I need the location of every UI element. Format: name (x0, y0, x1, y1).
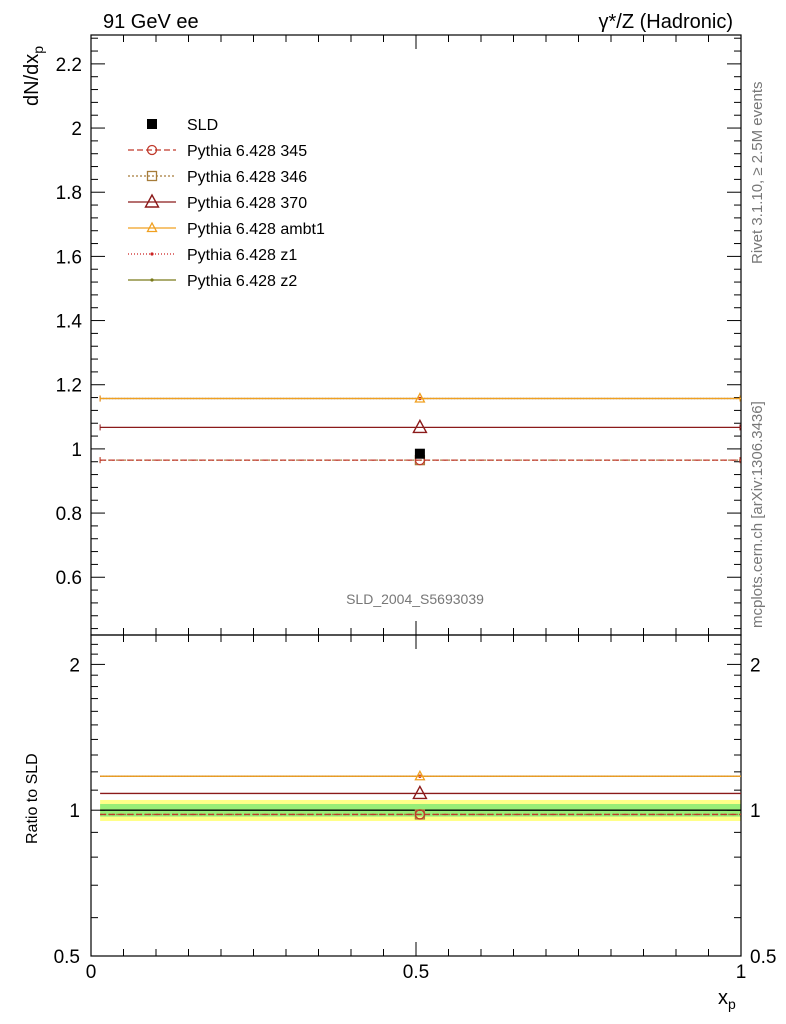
main-y-axis-label-text: dN/dx (21, 54, 43, 106)
x-tick-label: 1 (736, 962, 747, 983)
legend-label: Pythia 6.428 z2 (187, 273, 297, 290)
ratio-panel-frame (90, 634, 742, 957)
ratio-series-marker (414, 769, 426, 781)
legend: SLD Pythia 6.428 345 Pythia 6.428 346 Pythi… (128, 117, 325, 290)
legend-label: Pythia 6.428 z1 (187, 247, 297, 264)
main-panel: 0.6 0.8 1 1.2 1.4 1.6 1.8 2 2.2 SLD_2004_S569303… (21, 34, 742, 636)
x-axis-label-text: x (718, 987, 728, 1009)
legend-label: Pythia 6.428 345 (187, 143, 307, 160)
legend-label: SLD (187, 117, 218, 134)
main-y-ticks (91, 37, 741, 630)
ratio-series-marker (414, 809, 426, 820)
ratio-panel: 0.5 0.51 12 2 0 0.5 1 Ratio to SLD xp (24, 35, 776, 1012)
ratio-y-tick-label: 0.5 (54, 947, 80, 968)
header-right-label: γ*/Z (Hadronic) (599, 11, 733, 33)
main-y-tick-labels: 0.6 0.8 1 1.2 1.4 1.6 1.8 2 2.2 (56, 55, 83, 589)
legend-label: Pythia 6.428 ambt1 (187, 221, 325, 238)
legend-label: Pythia 6.428 370 (187, 195, 307, 212)
x-axis-label-subscript: p (728, 996, 736, 1012)
main-y-tick-label: 2.2 (56, 55, 82, 76)
legend-marker (146, 221, 158, 233)
rivet-version-label: Rivet 3.1.10, ≥ 2.5M events (749, 82, 766, 265)
main-y-tick-label: 0.8 (56, 504, 82, 525)
legend-label: Pythia 6.428 346 (187, 169, 307, 186)
ratio-y-tick-label-right: 0.5 (750, 947, 776, 968)
data-point-sld (414, 448, 425, 459)
legend-marker (144, 193, 160, 208)
ratio-y-tick-label: 2 (69, 655, 80, 676)
ratio-series-layer (100, 769, 741, 820)
header-left-label: 91 GeV ee (103, 11, 199, 33)
x-tick-label: 0 (86, 962, 97, 983)
main-y-tick-label: 1.4 (56, 312, 83, 333)
main-y-tick-label: 1.6 (56, 247, 82, 268)
x-tick-label: 0.5 (403, 962, 429, 983)
legend-marker (150, 278, 154, 282)
ratio-series-marker (412, 784, 428, 800)
main-y-tick-label: 0.6 (56, 568, 82, 589)
analysis-watermark: SLD_2004_S5693039 (346, 591, 484, 607)
main-y-tick-label: 1.2 (56, 376, 82, 397)
ratio-y-tick-label: 1 (69, 801, 80, 822)
x-tick-labels: 0 0.5 1 (86, 962, 747, 983)
main-y-tick-label: 2 (71, 119, 82, 140)
legend-marker (150, 252, 154, 256)
legend-marker (146, 144, 158, 156)
mcplots-label: mcplots.cern.ch [arXiv:1306.3436] (749, 401, 766, 628)
main-y-axis-label: dN/dxp (21, 46, 46, 106)
main-series-layer (99, 392, 741, 466)
series-marker (412, 418, 428, 434)
legend-marker (146, 170, 158, 182)
main-y-tick-label: 1.8 (56, 183, 82, 204)
x-axis-label: xp (718, 987, 736, 1012)
ratio-y-axis-label: Ratio to SLD (24, 753, 41, 844)
main-y-axis-label-subscript: p (30, 46, 46, 54)
ratio-y-tick-label-right: 1 (750, 801, 761, 822)
legend-marker-sld (147, 119, 157, 129)
ratio-y-tick-label-right: 2 (750, 655, 761, 676)
main-y-tick-label: 1 (71, 440, 82, 461)
x-ticks (90, 35, 742, 956)
series-marker (414, 392, 426, 403)
ratio-y-tick-labels: 0.5 0.5 1 1 2 2 (54, 655, 777, 968)
